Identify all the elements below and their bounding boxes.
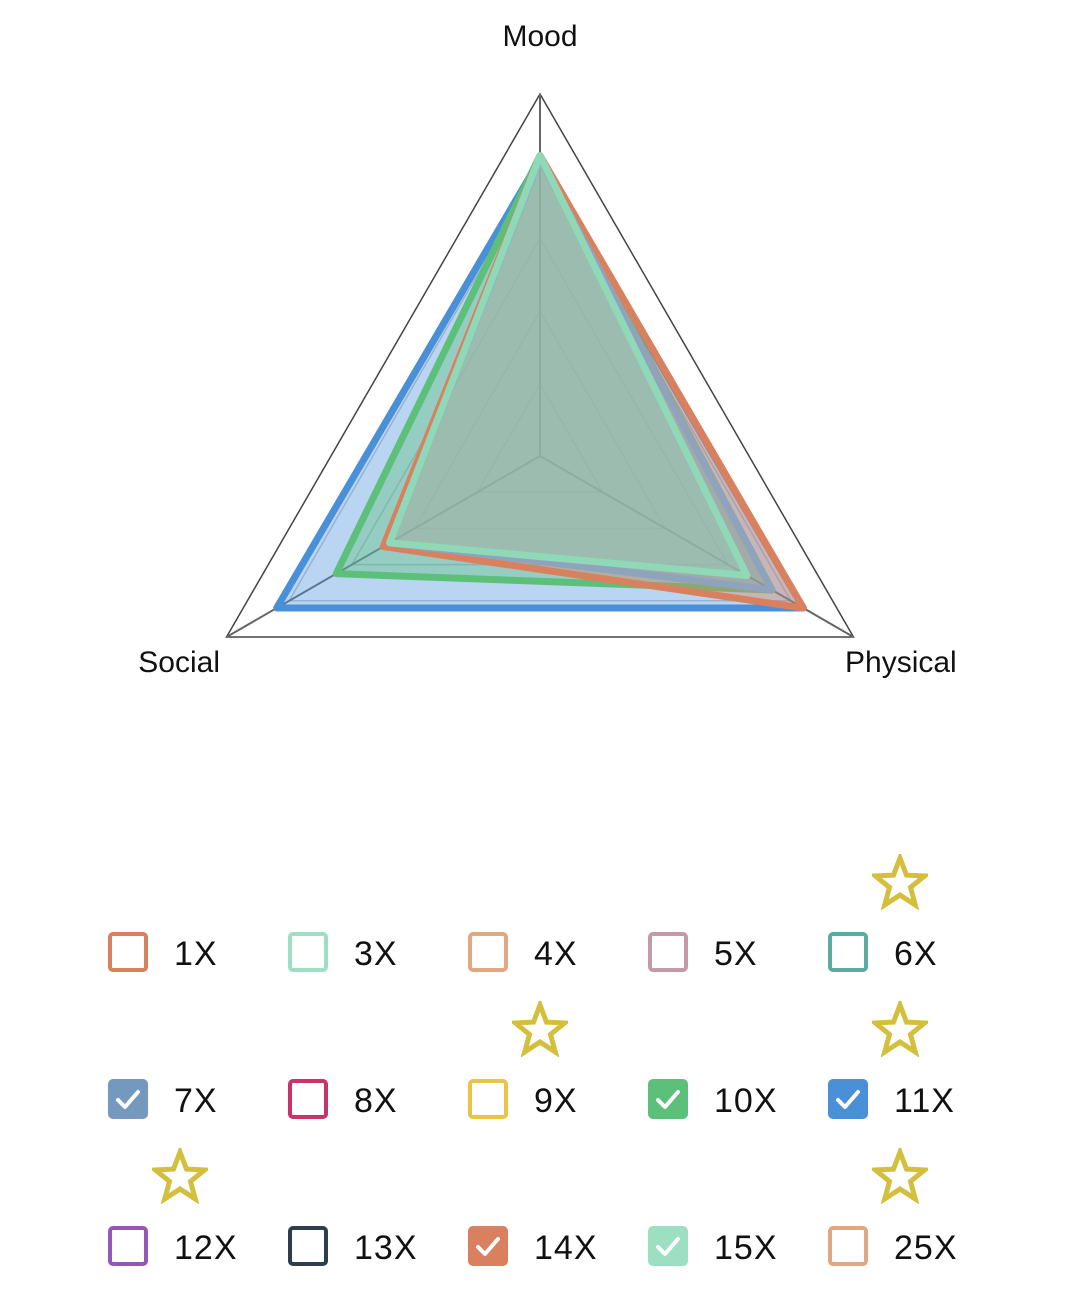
- legend-checkbox-3x[interactable]: [288, 932, 328, 972]
- legend-checkbox-4x[interactable]: [468, 932, 508, 972]
- axis-label-mood: Mood: [502, 20, 577, 53]
- radar-chart: Mood Physical Social: [138, 20, 957, 679]
- legend-item-12x[interactable]: 12X: [100, 1144, 270, 1284]
- axis-label-social: Social: [138, 646, 220, 679]
- legend-checkbox-1x[interactable]: [108, 932, 148, 972]
- legend-item-13x[interactable]: 13X: [280, 1144, 450, 1284]
- grid-level-1: [476, 382, 604, 493]
- legend-label: 15X: [714, 1229, 778, 1267]
- legend-checkbox-15x[interactable]: [648, 1226, 688, 1266]
- checkmark-icon: [836, 1090, 860, 1109]
- legend-label: 8X: [354, 1082, 398, 1120]
- star-icon: [508, 997, 572, 1058]
- legend-item-25x[interactable]: 25X: [820, 1144, 990, 1284]
- legend-item-1x[interactable]: 1X: [100, 850, 270, 990]
- legend-checkbox-14x[interactable]: [468, 1226, 508, 1266]
- legend-item-6x[interactable]: 6X: [820, 850, 990, 990]
- legend-label: 13X: [354, 1229, 418, 1267]
- legend-item-11x[interactable]: 11X: [820, 997, 990, 1137]
- legend-item-5x[interactable]: 5X: [640, 850, 810, 990]
- star-icon: [868, 997, 932, 1058]
- legend-label: 9X: [534, 1082, 578, 1120]
- grid-level-2: [413, 309, 667, 530]
- series-15x: [386, 152, 751, 579]
- axis-label-physical: Physical: [845, 646, 957, 679]
- legend-item-14x[interactable]: 14X: [460, 1144, 630, 1284]
- checkmark-icon: [656, 1090, 680, 1109]
- legend-checkbox-13x[interactable]: [288, 1226, 328, 1266]
- legend-label: 4X: [534, 935, 578, 973]
- legend-checkbox-11x[interactable]: [828, 1079, 868, 1119]
- checkmark-icon: [656, 1237, 680, 1256]
- legend-label: 10X: [714, 1082, 778, 1120]
- legend-item-7x[interactable]: 7X: [100, 997, 270, 1137]
- legend-label: 11X: [894, 1082, 955, 1120]
- radar-series: [273, 152, 807, 612]
- legend-item-8x[interactable]: 8X: [280, 997, 450, 1137]
- legend-label: 14X: [534, 1229, 598, 1267]
- legend-label: 1X: [174, 935, 218, 973]
- legend-checkbox-8x[interactable]: [288, 1079, 328, 1119]
- legend-checkbox-10x[interactable]: [648, 1079, 688, 1119]
- legend-label: 5X: [714, 935, 758, 973]
- legend-checkbox-5x[interactable]: [648, 932, 688, 972]
- legend-item-15x[interactable]: 15X: [640, 1144, 810, 1284]
- legend-checkbox-6x[interactable]: [828, 932, 868, 972]
- star-icon: [868, 1144, 932, 1205]
- legend-item-9x[interactable]: 9X: [460, 997, 630, 1137]
- star-icon: [868, 850, 932, 911]
- legend-label: 6X: [894, 935, 938, 973]
- legend-item-3x[interactable]: 3X: [280, 850, 450, 990]
- legend-label: 25X: [894, 1229, 958, 1267]
- checkmark-icon: [116, 1090, 140, 1109]
- legend: 1X 3X 4X 5X 6X 7X 8X 9X 10X 11X 12X 13X 14X 15X 25X: [100, 850, 1000, 1290]
- checkmark-icon: [476, 1237, 500, 1256]
- legend-checkbox-7x[interactable]: [108, 1079, 148, 1119]
- legend-label: 12X: [174, 1229, 238, 1267]
- grid-outer: [225, 92, 855, 638]
- legend-item-10x[interactable]: 10X: [640, 997, 810, 1137]
- legend-checkbox-12x[interactable]: [108, 1226, 148, 1266]
- legend-label: 3X: [354, 935, 398, 973]
- star-icon: [148, 1144, 212, 1205]
- legend-label: 7X: [174, 1082, 218, 1120]
- legend-checkbox-9x[interactable]: [468, 1079, 508, 1119]
- legend-item-4x[interactable]: 4X: [460, 850, 630, 990]
- legend-checkbox-25x[interactable]: [828, 1226, 868, 1266]
